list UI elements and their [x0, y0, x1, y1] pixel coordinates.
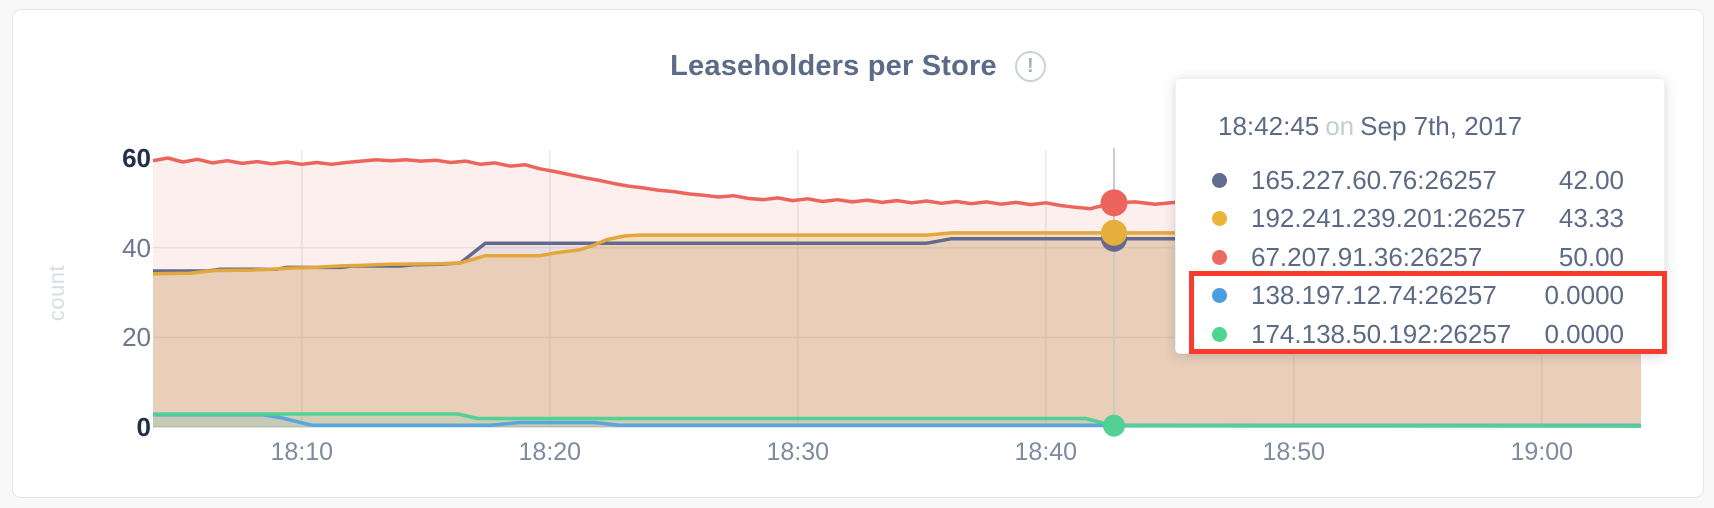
hover-dot [1103, 414, 1125, 437]
info-icon[interactable]: ! [1014, 51, 1046, 82]
chart-title: Leaseholders per Store [670, 50, 997, 82]
tooltip-series-label: 165.227.60.76:26257 [1251, 164, 1497, 195]
x-tick-label: 18:50 [1262, 438, 1326, 466]
annotation-highlight-box [1189, 271, 1667, 354]
series-line-node4 [153, 412, 1642, 428]
series-dot-icon [1212, 288, 1227, 304]
hover-tooltip: 18:42:45 on Sep 7th, 2017 165.227.60.76:26… [1175, 78, 1665, 354]
tooltip-series-value: 0.0000 [1544, 318, 1624, 349]
x-tick-label: 18:10 [270, 438, 334, 466]
tooltip-row: 165.227.60.76:26257 42.00 [1176, 161, 1664, 200]
tooltip-series-list: 165.227.60.76:26257 42.00 192.241.239.20… [1176, 161, 1664, 354]
tooltip-series-value: 50.00 [1558, 241, 1624, 272]
tooltip-row: 192.241.239.201:26257 43.33 [1176, 200, 1664, 239]
series-dot-icon [1212, 172, 1227, 188]
series-dot-icon [1212, 211, 1227, 227]
tooltip-series-label: 67.207.91.36:26257 [1251, 241, 1483, 272]
tooltip-series-label: 138.197.12.74:26257 [1251, 280, 1497, 311]
tooltip-date: Sep 7th, 2017 [1360, 111, 1523, 141]
tooltip-series-value: 43.33 [1558, 203, 1624, 234]
tooltip-series-label: 192.241.239.201:26257 [1251, 203, 1526, 234]
hover-dot [1101, 219, 1127, 246]
tooltip-timestamp: 18:42:45 on Sep 7th, 2017 [1218, 111, 1522, 142]
series-line-node2 [152, 231, 1641, 276]
hover-dot [1100, 189, 1128, 217]
series-dot-icon [1212, 249, 1227, 265]
x-tick-label: 18:30 [766, 438, 830, 466]
tooltip-joiner: on [1325, 111, 1355, 141]
series-dot-icon [1212, 326, 1227, 342]
y-axis-label: count [44, 264, 69, 322]
y-tick-label: 20 [122, 322, 151, 353]
x-tick-label: 18:20 [518, 438, 582, 466]
series-line-node5 [153, 412, 1642, 428]
tooltip-row: 174.138.50.192:26257 0.0000 [1176, 315, 1664, 354]
chart-header: Leaseholders per Store ! [13, 50, 1703, 83]
y-tick-label: 0 [136, 412, 151, 442]
x-tick-label: 19:00 [1510, 438, 1574, 466]
x-tick-label: 18:40 [1014, 438, 1078, 466]
tooltip-row: 67.207.91.36:26257 50.00 [1176, 238, 1664, 277]
tooltip-series-label: 174.138.50.192:26257 [1251, 318, 1512, 349]
chart-card: Leaseholders per Store ! count 0 20 40 60 1… [12, 9, 1704, 498]
tooltip-time: 18:42:45 [1218, 111, 1320, 141]
tooltip-series-value: 0.0000 [1544, 280, 1624, 311]
y-tick-label: 60 [122, 143, 151, 173]
tooltip-series-value: 42.00 [1558, 164, 1624, 195]
tooltip-row: 138.197.12.74:26257 0.0000 [1176, 277, 1664, 316]
y-tick-label: 40 [122, 232, 151, 263]
